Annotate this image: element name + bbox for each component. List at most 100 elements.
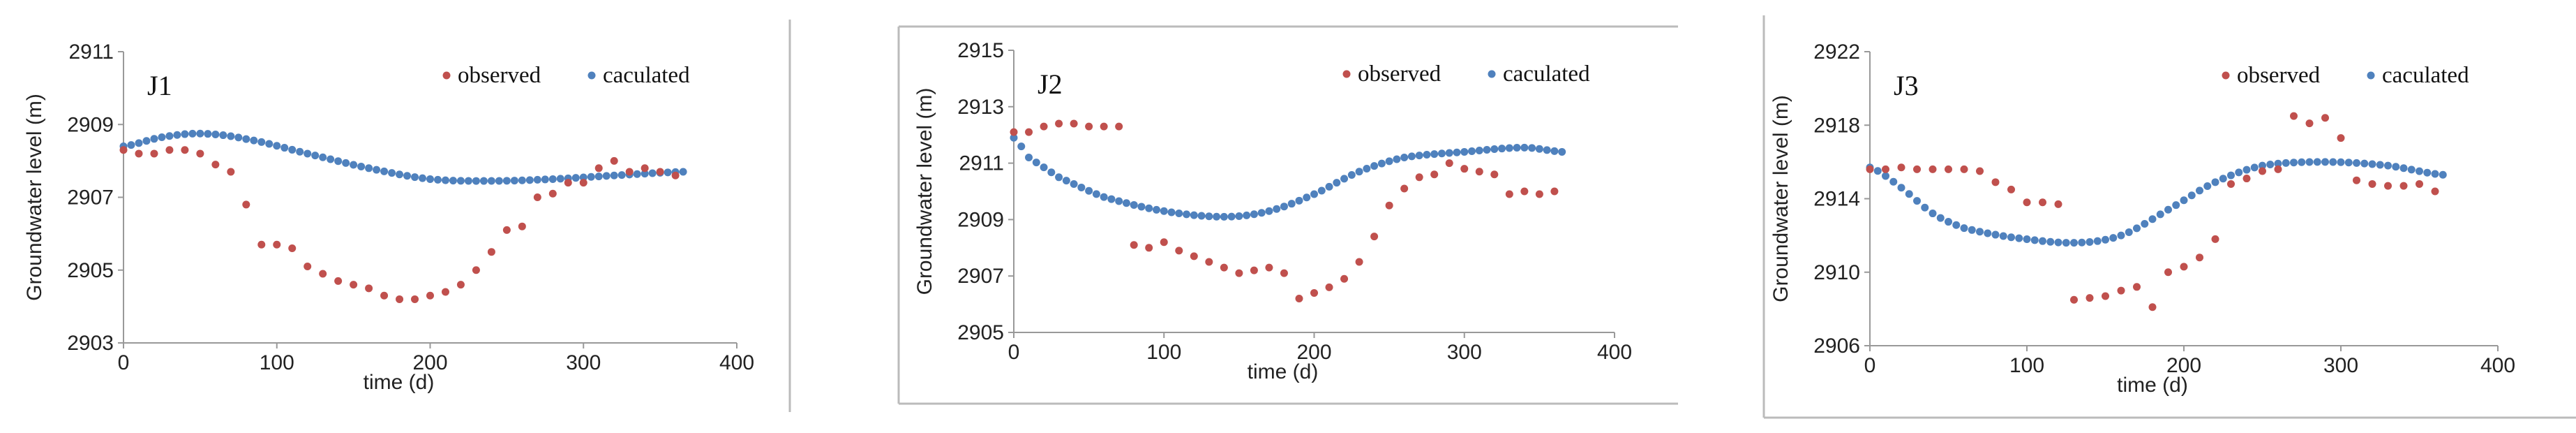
observed-point: [502, 226, 511, 234]
legend-label-observed: observed: [2237, 63, 2321, 88]
caculated-point: [1952, 221, 1961, 229]
caculated-point: [1984, 229, 1992, 237]
observed-point: [1340, 274, 1349, 283]
observed-point: [2259, 167, 2266, 175]
observed-point: [2353, 176, 2360, 184]
observed-point: [2148, 303, 2157, 311]
caculated-point: [127, 141, 135, 149]
caculated-point: [1243, 211, 1251, 219]
observed-point: [319, 270, 327, 278]
observed-point: [2085, 294, 2094, 302]
caculated-point: [1407, 152, 1416, 161]
caculated-point: [204, 130, 212, 138]
caculated-point: [1445, 149, 1453, 157]
observed-point: [227, 168, 235, 176]
caculated-point: [250, 136, 258, 145]
caculated-point: [1280, 203, 1288, 211]
observed-point: [1400, 184, 1409, 193]
caculated-point: [311, 152, 320, 160]
caculated-point: [571, 174, 580, 182]
caculated-point: [1077, 183, 1086, 191]
caculated-point: [2290, 159, 2298, 167]
caculated-point: [1040, 163, 1048, 172]
observed-point: [1040, 122, 1048, 131]
caculated-point: [502, 177, 511, 185]
caculated-point: [2219, 175, 2227, 183]
caculated-point: [1483, 145, 1491, 154]
caculated-point: [280, 144, 289, 152]
caculated-point: [411, 173, 419, 182]
caculated-point: [1377, 159, 1386, 168]
observed-point: [1235, 269, 1243, 277]
legend-label-observed: observed: [458, 63, 541, 88]
caculated-point: [2399, 164, 2408, 173]
caculated-point: [1929, 210, 1937, 218]
caculated-point: [1423, 151, 1431, 159]
y-tick-label: 2911: [68, 41, 114, 64]
caculated-point: [1490, 145, 1499, 154]
caculated-point: [2407, 166, 2416, 174]
observed-point: [1025, 128, 1033, 136]
caculated-point: [158, 133, 166, 141]
legend-marker-caculated: [587, 71, 596, 80]
caculated-point: [1257, 209, 1266, 217]
observed-point: [150, 149, 158, 158]
caculated-point: [2133, 224, 2141, 233]
caculated-point: [2141, 220, 2149, 228]
x-axis-title: time (d): [364, 371, 435, 394]
observed-point: [1085, 122, 1093, 131]
caculated-point: [2329, 158, 2337, 166]
x-tick-label: 200: [412, 351, 447, 374]
caculated-point: [2102, 235, 2109, 244]
caculated-point: [495, 177, 503, 185]
observed-point: [2070, 295, 2078, 304]
observed-point: [1250, 266, 1258, 274]
caculated-point: [211, 130, 220, 138]
observed-point: [1280, 269, 1288, 277]
caculated-point: [525, 176, 534, 184]
legend-label-observed: observed: [1358, 61, 1441, 87]
caculated-point: [296, 147, 304, 156]
y-tick-label: 2909: [67, 113, 114, 136]
observed-point: [242, 200, 250, 209]
caculated-point: [664, 168, 672, 177]
observed-point: [441, 288, 449, 296]
caculated-point: [510, 177, 518, 185]
observed-point: [1960, 165, 1968, 173]
observed-point: [641, 164, 649, 173]
caculated-point: [196, 129, 204, 138]
caculated-point: [181, 130, 189, 138]
caculated-point: [219, 131, 227, 140]
caculated-point: [365, 164, 373, 173]
caculated-point: [135, 139, 143, 147]
caculated-point: [1032, 159, 1040, 167]
x-axis-title: time (d): [1248, 360, 1319, 383]
observed-point: [426, 291, 434, 300]
caculated-point: [1936, 214, 1945, 222]
observed-point: [1205, 258, 1213, 266]
caculated-point: [327, 155, 335, 163]
caculated-point: [319, 153, 327, 161]
caculated-point: [257, 138, 266, 146]
observed-point: [2007, 185, 2015, 193]
caculated-point: [1227, 212, 1236, 221]
caculated-point: [2298, 158, 2306, 166]
caculated-point: [188, 129, 197, 138]
caculated-point: [464, 177, 472, 185]
observed-point: [2416, 179, 2423, 188]
caculated-point: [2227, 171, 2235, 179]
caculated-point: [426, 175, 434, 183]
observed-point: [1520, 187, 1529, 196]
observed-point: [1490, 170, 1499, 179]
y-tick-label: 2918: [1813, 114, 1860, 137]
caculated-point: [2085, 237, 2094, 246]
caculated-point: [403, 172, 412, 180]
observed-point: [1913, 165, 1921, 173]
observed-point: [1882, 165, 1889, 173]
caculated-point: [2030, 236, 2039, 244]
caculated-point: [456, 177, 465, 185]
caculated-point: [2078, 238, 2086, 247]
caculated-point: [1400, 154, 1409, 162]
observed-point: [1310, 288, 1318, 297]
